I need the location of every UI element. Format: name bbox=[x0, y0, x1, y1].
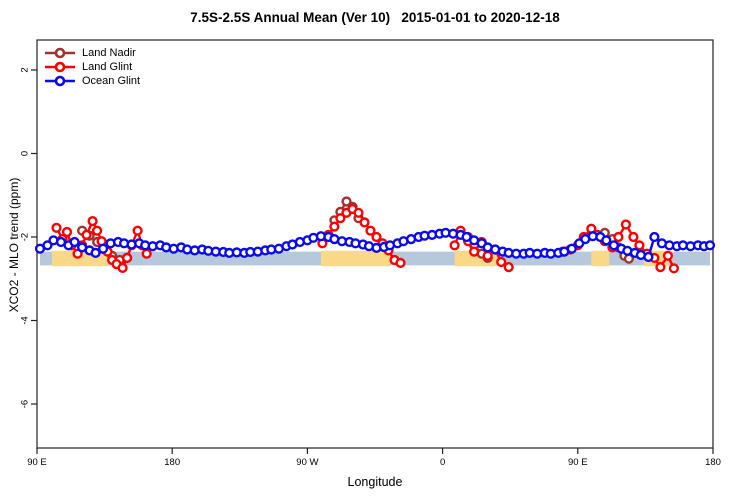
y-tick-label: 2 bbox=[20, 67, 31, 72]
land-glint-point bbox=[365, 225, 376, 236]
legend-item-land-nadir: Land Nadir bbox=[44, 46, 140, 60]
land-glint-point bbox=[628, 231, 639, 243]
legend-item-land-glint: Land Glint bbox=[44, 60, 140, 74]
land-glint-point bbox=[449, 240, 460, 251]
x-tick-label: 90 W bbox=[296, 457, 318, 468]
land-glint-point bbox=[620, 219, 632, 230]
legend-label-ocean-glint: Ocean Glint bbox=[82, 75, 141, 87]
y-tick-label: -6 bbox=[20, 400, 31, 408]
legend-label-land-nadir: Land Nadir bbox=[82, 47, 136, 59]
land-glint-point bbox=[51, 222, 62, 233]
x-axis-label: Longitude bbox=[347, 475, 403, 489]
land-glint-point bbox=[91, 225, 103, 236]
land-glint-point bbox=[359, 217, 370, 228]
legend: Land Nadir Land Glint Ocean Glint bbox=[44, 46, 140, 88]
y-tick-label: 0 bbox=[20, 151, 31, 156]
ocean-glint-point bbox=[704, 240, 716, 251]
y-tick-label: -2 bbox=[20, 233, 31, 241]
ocean-glint-point bbox=[649, 231, 660, 243]
land-glint-point bbox=[662, 250, 674, 261]
ocean-glint-point bbox=[566, 243, 577, 254]
land-glint-point bbox=[371, 231, 382, 243]
land-glint-point bbox=[132, 225, 143, 236]
land-glint-point bbox=[655, 262, 666, 273]
x-tick-label: 180 bbox=[705, 457, 721, 468]
land-glint-point bbox=[634, 240, 645, 251]
land-glint-point bbox=[482, 250, 493, 261]
land-glint-point bbox=[503, 262, 514, 273]
ocean-glint-point bbox=[97, 243, 109, 254]
land-glint-point bbox=[117, 262, 128, 274]
yellow-highlight-band bbox=[591, 250, 610, 267]
x-tick-label: 90 E bbox=[568, 457, 588, 468]
land-glint-point bbox=[141, 248, 152, 259]
ocean-glint-point bbox=[601, 235, 612, 246]
legend-label-land-glint: Land Glint bbox=[82, 61, 133, 73]
land-glint-symbol-icon bbox=[45, 61, 75, 73]
ocean-glint-point bbox=[69, 236, 80, 248]
yellow-highlight-band bbox=[320, 250, 391, 267]
ocean-glint-point bbox=[90, 247, 101, 259]
land-nadir-symbol-icon bbox=[45, 47, 75, 59]
land-glint-point bbox=[496, 256, 507, 268]
land-glint-point bbox=[87, 216, 98, 227]
ocean-glint-symbol-icon bbox=[45, 75, 75, 87]
chart-title: 7.5S-2.5S Annual Mean (Ver 10) 2015-01-0… bbox=[190, 10, 560, 25]
land-glint-point bbox=[469, 246, 480, 257]
y-tick-label: -4 bbox=[20, 316, 31, 324]
x-tick-label: 90 E bbox=[27, 457, 47, 468]
land-nadir-point bbox=[341, 196, 352, 207]
land-glint-point bbox=[668, 263, 680, 274]
land-glint-point bbox=[353, 207, 364, 218]
x-tick-label: 0 bbox=[440, 457, 445, 468]
land-glint-point bbox=[329, 221, 340, 232]
legend-item-ocean-glint: Ocean Glint bbox=[44, 74, 140, 88]
land-glint-point bbox=[395, 257, 406, 269]
land-glint-point bbox=[613, 231, 624, 243]
ocean-glint-point bbox=[643, 251, 654, 263]
land-glint-point bbox=[335, 213, 346, 224]
land-glint-point bbox=[61, 226, 73, 238]
land-glint-point bbox=[121, 252, 133, 264]
x-tick-label: 180 bbox=[164, 457, 180, 468]
land-glint-point bbox=[81, 229, 92, 241]
